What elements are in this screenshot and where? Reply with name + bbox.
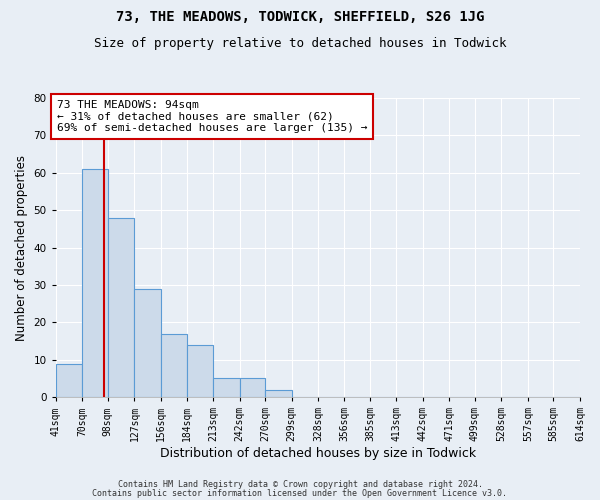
- Bar: [161, 334, 187, 397]
- Text: Contains public sector information licensed under the Open Government Licence v3: Contains public sector information licen…: [92, 489, 508, 498]
- Bar: [239, 378, 265, 397]
- Bar: [108, 218, 134, 397]
- X-axis label: Distribution of detached houses by size in Todwick: Distribution of detached houses by size …: [160, 447, 476, 460]
- Text: Size of property relative to detached houses in Todwick: Size of property relative to detached ho…: [94, 38, 506, 51]
- Bar: [187, 345, 213, 397]
- Bar: [56, 364, 82, 397]
- Y-axis label: Number of detached properties: Number of detached properties: [15, 154, 28, 340]
- Text: 73, THE MEADOWS, TODWICK, SHEFFIELD, S26 1JG: 73, THE MEADOWS, TODWICK, SHEFFIELD, S26…: [116, 10, 484, 24]
- Bar: [265, 390, 292, 397]
- Bar: [213, 378, 239, 397]
- Text: 73 THE MEADOWS: 94sqm
← 31% of detached houses are smaller (62)
69% of semi-deta: 73 THE MEADOWS: 94sqm ← 31% of detached …: [56, 100, 367, 133]
- Bar: [134, 288, 161, 397]
- Text: Contains HM Land Registry data © Crown copyright and database right 2024.: Contains HM Land Registry data © Crown c…: [118, 480, 482, 489]
- Bar: [82, 169, 108, 397]
